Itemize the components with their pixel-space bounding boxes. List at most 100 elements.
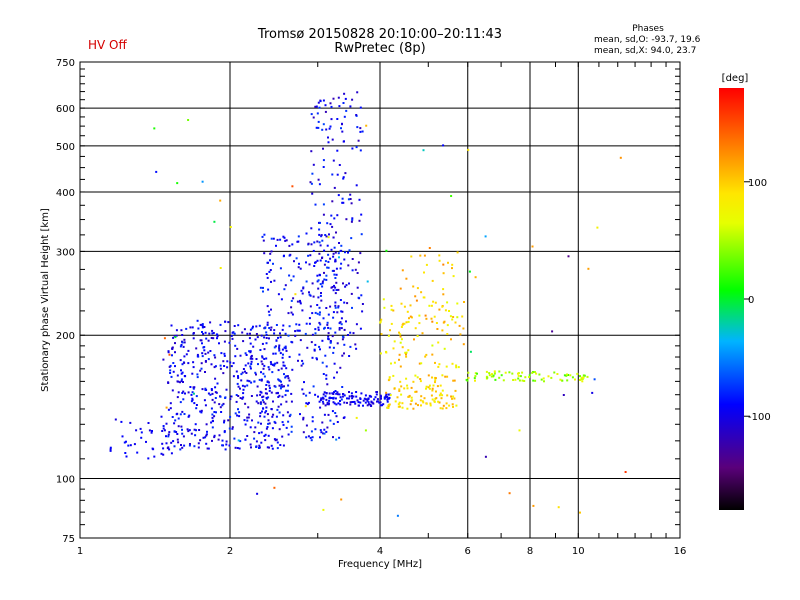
data-point xyxy=(284,394,287,397)
data-point xyxy=(310,243,313,246)
data-point xyxy=(334,390,337,392)
data-point xyxy=(355,114,358,116)
data-point xyxy=(236,414,239,417)
data-point xyxy=(401,269,404,272)
data-point xyxy=(327,253,330,256)
data-point xyxy=(351,98,354,101)
colorbar-tick-label: 0 xyxy=(748,295,754,306)
data-point xyxy=(260,422,262,425)
data-point xyxy=(456,302,459,305)
data-point xyxy=(249,342,252,345)
data-point xyxy=(456,251,459,254)
data-point xyxy=(234,412,237,415)
data-point xyxy=(318,241,321,244)
data-point xyxy=(272,363,275,366)
data-point xyxy=(261,363,264,366)
data-point xyxy=(340,317,343,320)
data-point xyxy=(412,380,415,383)
data-point xyxy=(269,328,272,331)
data-point xyxy=(330,214,333,217)
data-point xyxy=(196,373,199,376)
data-point xyxy=(416,287,419,290)
data-point xyxy=(262,367,265,370)
data-point xyxy=(187,119,190,121)
data-point xyxy=(453,397,456,400)
data-point xyxy=(343,394,346,397)
data-point xyxy=(323,391,326,394)
data-point xyxy=(319,399,322,401)
data-point xyxy=(338,105,341,108)
data-point xyxy=(320,299,323,302)
data-point xyxy=(342,282,344,285)
y-tick-label: 300 xyxy=(56,247,75,258)
colorbar-ticks: 100 0 -100 xyxy=(744,178,771,423)
data-point xyxy=(136,451,139,454)
data-point xyxy=(494,378,497,381)
data-point xyxy=(436,385,439,388)
data-point xyxy=(345,218,348,221)
data-point xyxy=(244,352,247,355)
data-point xyxy=(280,403,283,406)
data-point xyxy=(388,376,391,379)
data-point xyxy=(163,337,166,340)
data-point xyxy=(216,335,219,338)
data-point xyxy=(341,338,344,341)
data-point xyxy=(249,332,251,335)
data-point xyxy=(155,170,158,173)
data-point xyxy=(532,379,535,382)
data-point xyxy=(265,331,268,334)
data-point xyxy=(309,181,312,184)
data-point xyxy=(339,403,342,406)
data-point xyxy=(518,429,521,432)
data-point xyxy=(331,269,334,272)
data-point xyxy=(263,233,266,236)
data-point xyxy=(327,136,329,139)
data-point xyxy=(237,395,240,397)
data-point xyxy=(221,404,224,407)
data-point xyxy=(385,391,388,394)
data-point xyxy=(326,244,329,247)
data-point xyxy=(250,363,253,365)
data-point xyxy=(336,173,339,176)
data-point xyxy=(427,374,430,377)
data-point xyxy=(323,428,326,431)
data-point xyxy=(327,260,330,263)
data-point xyxy=(163,429,166,432)
data-point xyxy=(243,419,246,422)
data-point xyxy=(214,386,217,389)
data-point xyxy=(290,299,293,302)
data-point xyxy=(264,392,267,395)
data-point xyxy=(581,376,584,379)
data-point xyxy=(340,262,343,265)
data-point xyxy=(296,329,299,332)
data-point xyxy=(305,436,308,439)
data-point xyxy=(431,279,434,282)
data-point xyxy=(183,444,186,447)
data-point xyxy=(197,327,200,330)
data-point xyxy=(186,428,189,431)
data-point xyxy=(276,361,279,364)
data-point xyxy=(319,294,322,297)
data-point xyxy=(586,375,589,378)
data-point xyxy=(324,404,327,407)
data-point xyxy=(249,357,252,360)
data-point xyxy=(161,430,164,432)
data-point xyxy=(255,440,258,443)
data-point xyxy=(292,275,295,278)
data-point xyxy=(521,379,524,382)
data-point xyxy=(223,419,226,422)
data-point xyxy=(429,402,432,405)
data-point xyxy=(326,426,329,429)
data-point xyxy=(252,345,255,348)
data-point xyxy=(321,239,324,242)
data-point xyxy=(191,391,194,394)
data-point xyxy=(291,243,294,246)
data-point xyxy=(473,377,476,380)
data-point xyxy=(551,330,554,333)
data-point xyxy=(325,398,328,401)
data-point xyxy=(316,240,319,243)
data-point xyxy=(318,233,321,236)
data-point xyxy=(514,378,517,381)
data-point xyxy=(170,324,173,327)
data-point xyxy=(192,332,195,334)
